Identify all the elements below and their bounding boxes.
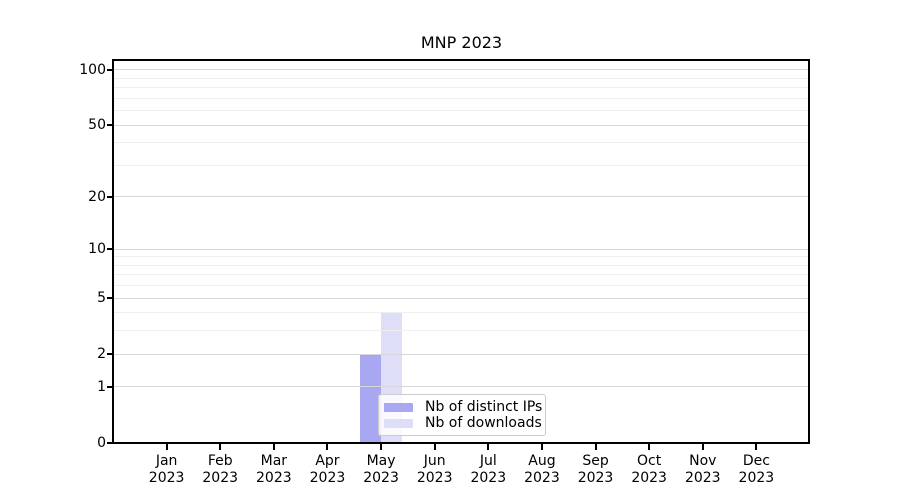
x-tick-label-line: Mar: [260, 453, 288, 469]
gridline-minor: [114, 142, 809, 144]
x-tick-label-line: 2023: [256, 469, 292, 486]
legend-swatch: [384, 402, 413, 412]
legend-label: Nb of downloads: [425, 415, 542, 431]
x-tick-label-line: 2023: [524, 469, 560, 486]
x-tick-label-line: Apr: [315, 453, 340, 469]
x-tick-label-line: Dec: [742, 453, 770, 469]
x-tick-label-line: 2023: [577, 469, 614, 486]
gridline-major: [114, 196, 809, 198]
gridline-minor: [114, 256, 809, 258]
gridline-minor: [114, 285, 809, 287]
y-tick-label: 20: [88, 188, 106, 205]
gridline-major: [114, 297, 809, 299]
gridline-major: [114, 386, 809, 388]
x-tick-mark: [219, 444, 222, 450]
gridline-major: [114, 353, 809, 355]
gridline-major: [114, 69, 809, 71]
x-tick-mark: [380, 444, 383, 450]
y-tick-mark: [107, 442, 113, 444]
x-tick-label: Oct 2023: [609, 453, 689, 486]
gridline-minor: [114, 264, 809, 266]
legend-row: Nb of distinct IPs: [384, 399, 543, 415]
x-tick-label: Jun 2023: [395, 453, 475, 486]
x-tick-label-line: 2023: [631, 469, 667, 486]
gridline-minor: [114, 110, 809, 112]
legend-row: Nb of downloads: [384, 415, 542, 431]
y-tick-label: 50: [88, 117, 106, 134]
x-tick-mark: [165, 444, 168, 450]
x-tick-label: Nov 2023: [663, 453, 743, 486]
y-tick-label: 5: [97, 290, 106, 307]
x-tick-label: Apr 2023: [287, 453, 367, 486]
y-tick-mark: [107, 297, 113, 300]
y-tick-label: 0: [97, 435, 106, 451]
gridline-minor: [114, 312, 809, 314]
x-tick-mark: [487, 444, 490, 450]
x-tick-label-line: Sep: [582, 453, 609, 469]
y-tick-mark: [107, 195, 113, 198]
x-tick-label: Feb 2023: [180, 453, 260, 486]
y-tick-mark: [107, 248, 113, 251]
x-tick-label-line: Jan: [155, 453, 178, 469]
x-tick-label-line: 2023: [470, 469, 507, 486]
x-tick-label-line: May: [366, 453, 396, 469]
y-tick-mark: [107, 68, 113, 71]
x-tick-mark: [594, 444, 597, 450]
x-tick-label-line: Jul: [479, 453, 497, 469]
x-tick-label-line: 2023: [202, 469, 239, 486]
x-tick-label: Jan 2023: [127, 453, 207, 486]
x-tick-label-line: Nov: [689, 453, 717, 469]
x-tick-label: Mar 2023: [234, 453, 314, 486]
x-tick-label-line: 2023: [309, 469, 346, 486]
x-tick-label-line: Oct: [637, 453, 662, 469]
x-tick-mark: [540, 444, 543, 450]
y-tick-label: 2: [97, 346, 106, 363]
x-tick-label-line: 2023: [148, 469, 185, 486]
x-tick-label: Sep 2023: [556, 453, 636, 486]
x-tick-mark: [272, 444, 275, 450]
x-tick-mark: [648, 444, 651, 450]
y-tick-label: 1: [97, 378, 106, 395]
gridline-major: [114, 248, 809, 250]
gridline-minor: [114, 330, 809, 332]
gridline-major: [114, 124, 809, 126]
x-tick-label-line: 2023: [738, 469, 775, 486]
x-tick-label: Aug 2023: [502, 453, 582, 486]
x-tick-label-line: 2023: [416, 469, 453, 486]
y-tick-mark: [107, 124, 113, 127]
y-tick-label: 10: [88, 241, 106, 258]
x-tick-label: May 2023: [341, 453, 421, 486]
x-tick-label-line: Jun: [423, 453, 446, 469]
x-tick-label: Dec 2023: [716, 453, 796, 486]
x-tick-mark: [701, 444, 704, 450]
legend-swatch: [384, 418, 413, 428]
legend: Nb of distinct IPs Nb of downloads: [378, 394, 546, 436]
x-tick-label-line: 2023: [684, 469, 721, 486]
x-tick-label-line: Aug: [528, 453, 556, 469]
x-tick-label-line: Feb: [207, 453, 233, 469]
bar-nb-of-distinct-ips: [360, 354, 382, 443]
gridline-minor: [114, 164, 809, 166]
y-tick-label: 100: [79, 61, 106, 78]
x-tick-mark: [326, 444, 329, 450]
y-tick-mark: [107, 385, 113, 388]
y-tick-mark: [107, 353, 113, 356]
gridline-minor: [114, 77, 809, 79]
x-tick-label: Jul 2023: [448, 453, 528, 486]
x-tick-mark: [433, 444, 436, 450]
chart-title: MNP 2023: [420, 33, 503, 52]
gridline-minor: [114, 97, 809, 99]
legend-label: Nb of distinct IPs: [425, 399, 543, 415]
gridline-minor: [114, 274, 809, 276]
gridline-minor: [114, 87, 809, 89]
x-tick-label-line: 2023: [363, 469, 399, 486]
x-tick-mark: [755, 444, 758, 450]
